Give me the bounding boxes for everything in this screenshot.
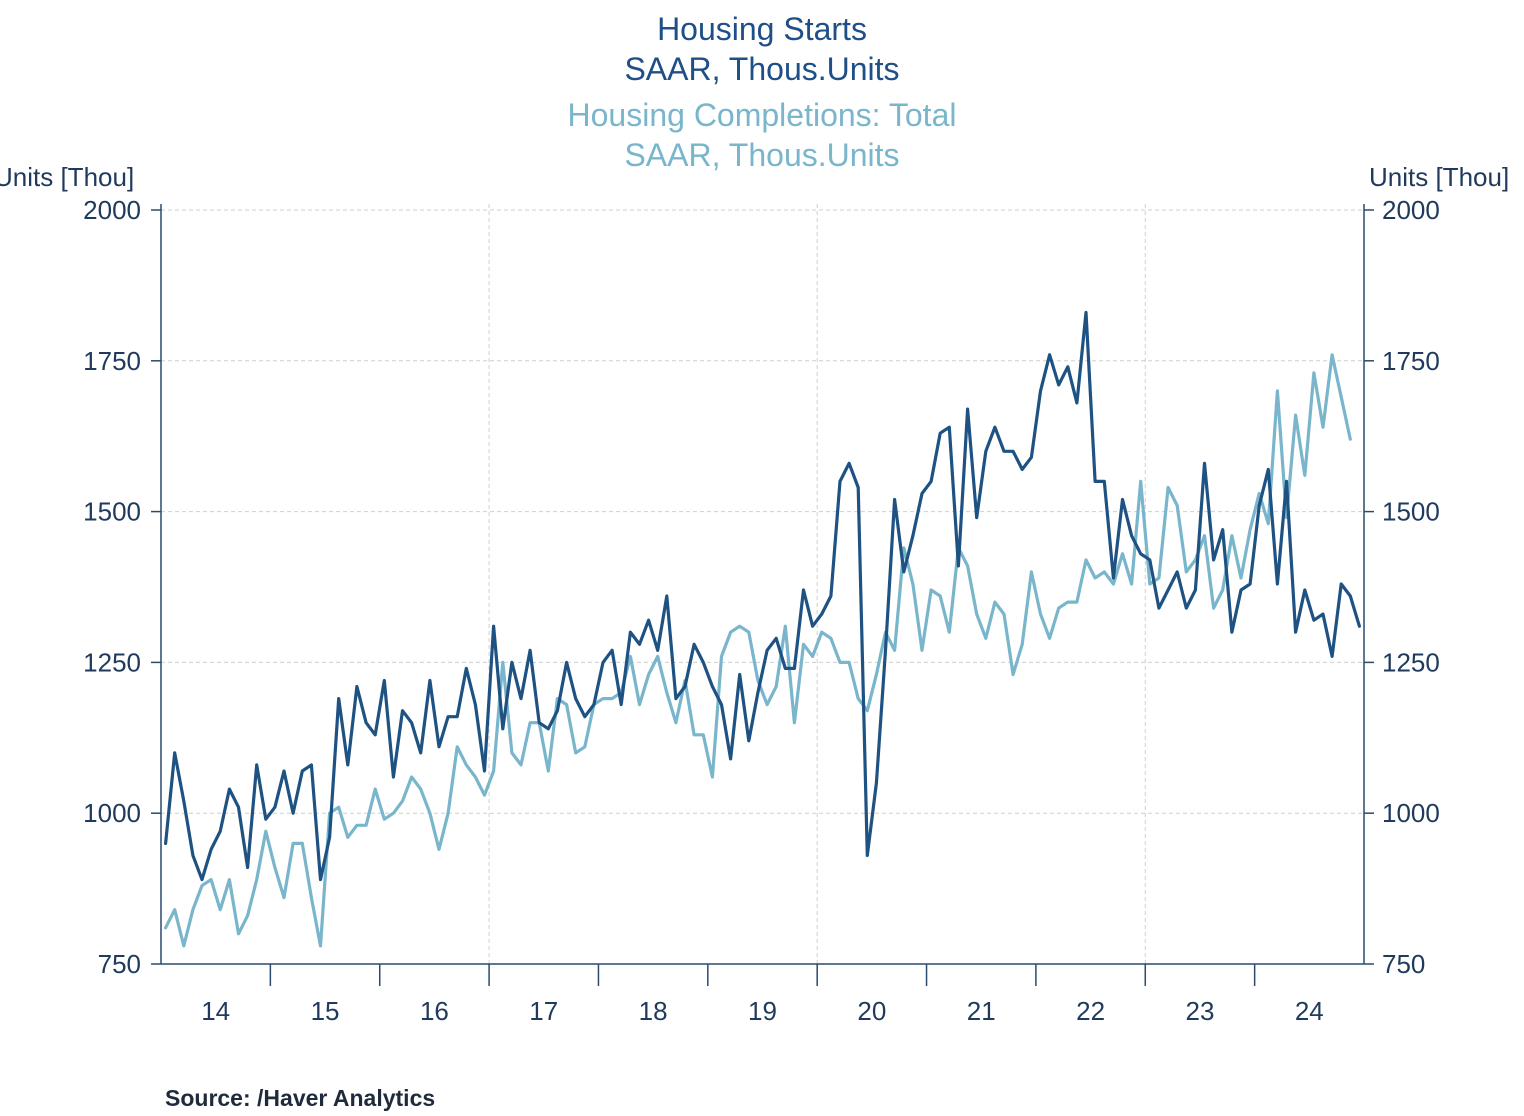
right-y-tick-label: 750 [1382, 949, 1425, 979]
left-y-tick-label: 1000 [83, 798, 141, 828]
right-y-tick-label: 1000 [1382, 798, 1440, 828]
x-tick-label: 14 [201, 996, 230, 1026]
x-tick-label: 17 [529, 996, 558, 1026]
left-axis-unit: Units [Thou] [0, 162, 134, 192]
x-tick-label: 15 [311, 996, 340, 1026]
x-tick-label: 23 [1185, 996, 1214, 1026]
left-y-tick-label: 2000 [83, 195, 141, 225]
housing-starts-line [164, 310, 1362, 882]
axes [151, 204, 1374, 986]
gridlines [161, 204, 1364, 964]
left-y-tick-label: 750 [98, 949, 141, 979]
starts-units: SAAR, Thous.Units [624, 51, 899, 87]
x-tick-label: 22 [1076, 996, 1105, 1026]
series-lines [164, 310, 1362, 948]
right-y-tick-label: 1750 [1382, 346, 1440, 376]
tick-labels: 750 750 1000 1000 1250 1250 1500 1500 1750 1750 20… [83, 195, 1440, 1026]
completions-title: Housing Completions: Total [568, 97, 957, 133]
x-tick-label: 16 [420, 996, 449, 1026]
left-y-tick-label: 1500 [83, 497, 141, 527]
x-tick-label: 19 [748, 996, 777, 1026]
x-tick-label: 20 [857, 996, 886, 1026]
housing-completions-line [164, 353, 1352, 948]
left-y-tick-label: 1750 [83, 346, 141, 376]
x-tick-label: 18 [639, 996, 668, 1026]
x-tick-label: 24 [1295, 996, 1324, 1026]
left-y-tick-label: 1250 [83, 647, 141, 677]
source-note: Source: /Haver Analytics [165, 1085, 435, 1111]
right-y-tick-label: 2000 [1382, 195, 1440, 225]
starts-title: Housing Starts [657, 11, 867, 47]
right-axis-unit: Units [Thou] [1369, 162, 1509, 192]
right-y-tick-label: 1250 [1382, 647, 1440, 677]
right-y-tick-label: 1500 [1382, 497, 1440, 527]
completions-units: SAAR, Thous.Units [624, 137, 899, 173]
x-tick-label: 21 [967, 996, 996, 1026]
